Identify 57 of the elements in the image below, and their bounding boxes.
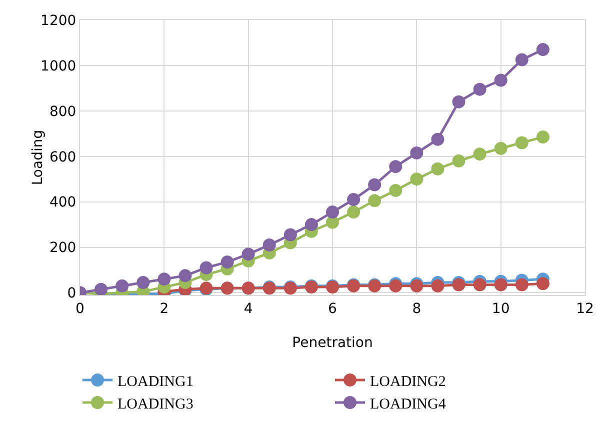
point	[473, 148, 486, 161]
x-axis-title: Penetration	[292, 335, 373, 351]
point	[200, 261, 213, 274]
y-tick-label: 1000	[40, 58, 76, 74]
point	[368, 194, 382, 208]
point	[452, 95, 466, 108]
y-tick-label: 600	[49, 149, 76, 166]
legend-label: LOADING2	[370, 374, 446, 390]
point	[494, 74, 508, 87]
point	[94, 282, 108, 295]
point	[347, 206, 360, 219]
x-tick-label: 4	[244, 300, 253, 317]
legend-label: LOADING3	[118, 396, 194, 412]
point	[326, 206, 339, 219]
point	[242, 248, 255, 261]
point	[136, 276, 150, 289]
point	[410, 172, 424, 186]
point	[536, 43, 550, 56]
x-tick-label: 6	[328, 300, 338, 317]
y-axis-title: Loading	[30, 130, 46, 186]
point	[536, 130, 550, 144]
y-tick-label: 800	[49, 104, 76, 120]
legend-label: LOADING4	[370, 396, 446, 412]
point	[431, 132, 444, 146]
point	[473, 82, 486, 96]
y-tick-label: 200	[49, 240, 76, 256]
point	[347, 193, 360, 206]
point	[389, 184, 402, 197]
point	[452, 154, 466, 168]
point	[304, 218, 318, 232]
point	[515, 278, 528, 292]
point	[494, 142, 508, 155]
point	[158, 272, 171, 286]
point	[220, 256, 234, 269]
y-tick-label: 1200	[40, 12, 76, 29]
point	[116, 279, 129, 292]
x-tick-label: 2	[160, 300, 169, 317]
point	[262, 238, 276, 252]
x-tick-label: 8	[412, 300, 422, 317]
point	[494, 278, 508, 292]
point	[473, 278, 486, 292]
legend-label: LOADING1	[118, 374, 194, 390]
point	[452, 278, 466, 292]
x-tick-label: 10	[492, 300, 510, 317]
point	[410, 146, 424, 160]
point	[368, 178, 382, 192]
point	[284, 228, 297, 242]
x-tick-label: 12	[576, 300, 594, 317]
point	[431, 279, 444, 292]
y-tick-label: 0	[67, 286, 76, 302]
point	[389, 160, 402, 174]
point	[178, 269, 192, 282]
y-tick-label: 400	[49, 194, 76, 211]
point	[431, 162, 444, 176]
point	[515, 53, 528, 66]
point	[536, 277, 550, 290]
point	[515, 136, 528, 150]
